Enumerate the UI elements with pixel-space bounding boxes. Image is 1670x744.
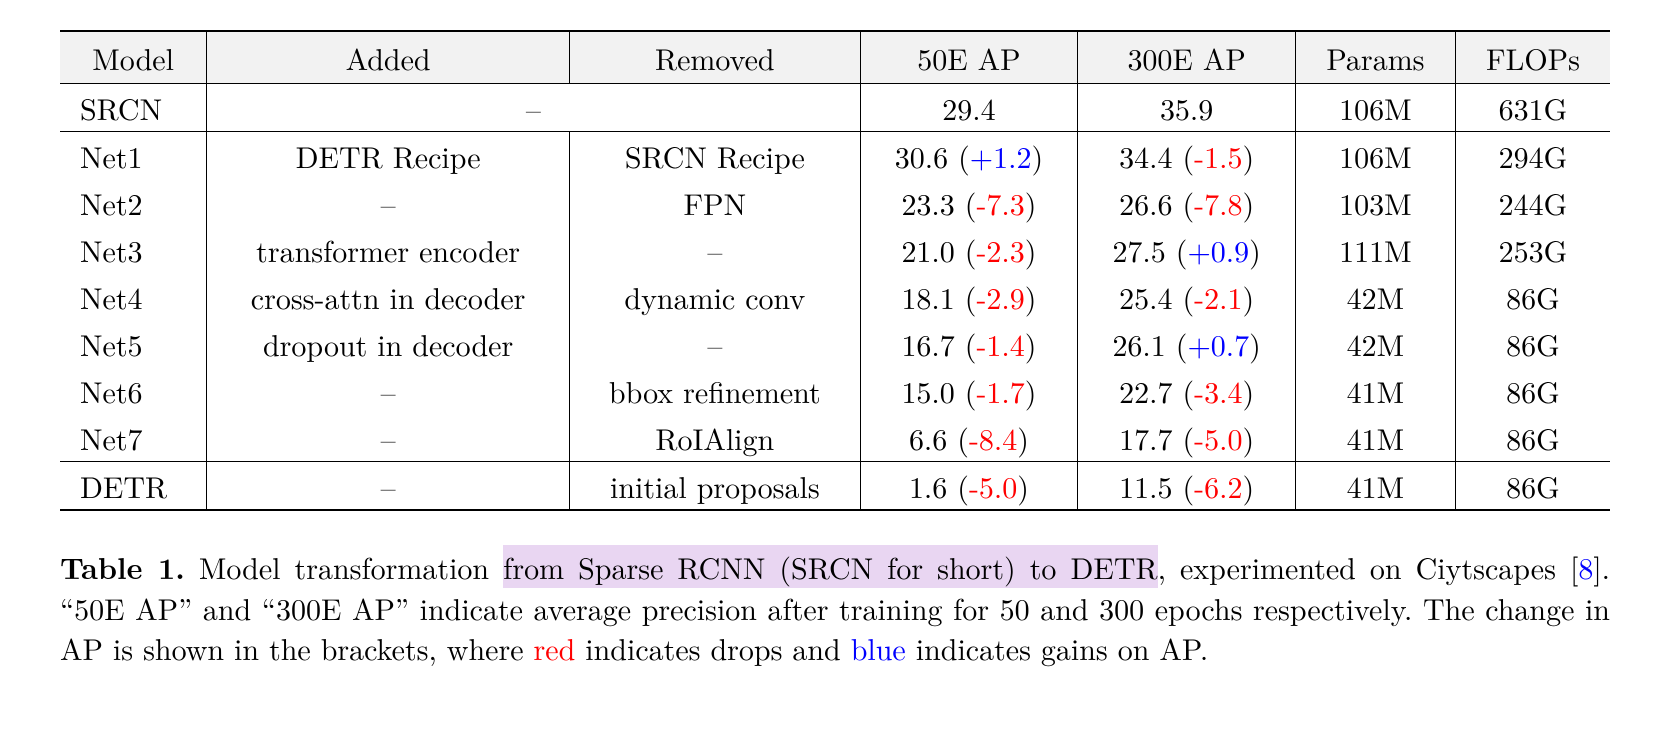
caption-text-tail: indicates gains on AP.	[906, 626, 1208, 669]
col-removed: Removed	[570, 31, 861, 84]
cell-model: Net2	[60, 179, 207, 226]
table-caption: Table 1. Model transformation from Spars…	[60, 547, 1610, 669]
cell-removed: SRCN Recipe	[570, 132, 861, 180]
caption-text-mid: indicates drops and	[575, 626, 850, 669]
cell-50e-ap: 30.6 (+1.2)	[860, 132, 1078, 180]
cell-params: 103M	[1295, 179, 1455, 226]
cell-added: –	[207, 414, 570, 462]
table-row: DETR–initial proposals1.6 (-5.0)11.5 (-6…	[60, 462, 1610, 511]
cell-300e-ap: 26.6 (-7.8)	[1078, 179, 1296, 226]
cell-300e-ap: 25.4 (-2.1)	[1078, 273, 1296, 320]
cell-params: 41M	[1295, 367, 1455, 414]
cell-50e-ap: 16.7 (-1.4)	[860, 320, 1078, 367]
cell-model: SRCN	[60, 84, 207, 132]
cell-model: Net7	[60, 414, 207, 462]
cell-50e-ap: 18.1 (-2.9)	[860, 273, 1078, 320]
cell-removed: –	[570, 320, 861, 367]
cell-removed: dynamic conv	[570, 273, 861, 320]
table-row: Net1DETR RecipeSRCN Recipe30.6 (+1.2)34.…	[60, 132, 1610, 180]
cell-model: Net4	[60, 273, 207, 320]
cell-params: 41M	[1295, 462, 1455, 511]
cell-removed: –	[570, 226, 861, 273]
citation-link[interactable]: 8	[1578, 545, 1593, 588]
col-params: Params	[1295, 31, 1455, 84]
cell-flops: 253G	[1455, 226, 1610, 273]
table-row: Net4cross-attn in decoderdynamic conv18.…	[60, 273, 1610, 320]
cell-300e-ap: 27.5 (+0.9)	[1078, 226, 1296, 273]
cell-50e-ap: 6.6 (-8.4)	[860, 414, 1078, 462]
cell-50e-ap: 21.0 (-2.3)	[860, 226, 1078, 273]
cell-flops: 294G	[1455, 132, 1610, 180]
cell-params: 111M	[1295, 226, 1455, 273]
cell-flops: 86G	[1455, 320, 1610, 367]
cell-removed: RoIAlign	[570, 414, 861, 462]
caption-text-pre: Model transformation	[185, 545, 503, 588]
cell-50e-ap: 1.6 (-5.0)	[860, 462, 1078, 511]
col-300e-ap: 300E AP	[1078, 31, 1296, 84]
cell-added: transformer encoder	[207, 226, 570, 273]
cell-50e-ap: 23.3 (-7.3)	[860, 179, 1078, 226]
cell-300e-ap: 35.9	[1078, 84, 1296, 132]
cell-300e-ap: 26.1 (+0.7)	[1078, 320, 1296, 367]
cell-50e-ap: 15.0 (-1.7)	[860, 367, 1078, 414]
cell-flops: 86G	[1455, 414, 1610, 462]
caption-red-word: red	[534, 626, 576, 669]
table-row: Net7–RoIAlign6.6 (-8.4)17.7 (-5.0)41M86G	[60, 414, 1610, 462]
cell-model: Net1	[60, 132, 207, 180]
cell-params: 42M	[1295, 273, 1455, 320]
table-body: SRCN–29.435.9106M631GNet1DETR RecipeSRCN…	[60, 84, 1610, 511]
table-row: Net3transformer encoder–21.0 (-2.3)27.5 …	[60, 226, 1610, 273]
cell-added-removed: –	[207, 84, 860, 132]
col-added: Added	[207, 31, 570, 84]
caption-label: Table 1.	[60, 545, 185, 588]
col-flops: FLOPs	[1455, 31, 1610, 84]
cell-300e-ap: 34.4 (-1.5)	[1078, 132, 1296, 180]
results-table: Model Added Removed 50E AP 300E AP Param…	[60, 30, 1610, 511]
cell-params: 106M	[1295, 132, 1455, 180]
cell-removed: bbox refinement	[570, 367, 861, 414]
cell-300e-ap: 11.5 (-6.2)	[1078, 462, 1296, 511]
col-50e-ap: 50E AP	[860, 31, 1078, 84]
table-row: Net2–FPN23.3 (-7.3)26.6 (-7.8)103M244G	[60, 179, 1610, 226]
table-row: Net6–bbox refinement15.0 (-1.7)22.7 (-3.…	[60, 367, 1610, 414]
cell-flops: 86G	[1455, 367, 1610, 414]
cell-model: Net3	[60, 226, 207, 273]
cell-added: cross-attn in decoder	[207, 273, 570, 320]
cell-model: Net6	[60, 367, 207, 414]
cell-300e-ap: 17.7 (-5.0)	[1078, 414, 1296, 462]
cell-flops: 86G	[1455, 273, 1610, 320]
cell-params: 41M	[1295, 414, 1455, 462]
cell-added: dropout in decoder	[207, 320, 570, 367]
cell-removed: FPN	[570, 179, 861, 226]
cell-added: –	[207, 367, 570, 414]
caption-blue-word: blue	[851, 626, 906, 669]
cell-flops: 86G	[1455, 462, 1610, 511]
cell-added: –	[207, 179, 570, 226]
cell-added: –	[207, 462, 570, 511]
table-header-row: Model Added Removed 50E AP 300E AP Param…	[60, 31, 1610, 84]
cell-added: DETR Recipe	[207, 132, 570, 180]
table-row: SRCN–29.435.9106M631G	[60, 84, 1610, 132]
col-model: Model	[60, 31, 207, 84]
cell-model: DETR	[60, 462, 207, 511]
cell-removed: initial proposals	[570, 462, 861, 511]
cell-model: Net5	[60, 320, 207, 367]
cell-50e-ap: 29.4	[860, 84, 1078, 132]
table-row: Net5dropout in decoder–16.7 (-1.4)26.1 (…	[60, 320, 1610, 367]
cell-params: 42M	[1295, 320, 1455, 367]
cell-flops: 244G	[1455, 179, 1610, 226]
caption-text-post1: , experimented on Ciytscapes [	[1158, 545, 1579, 588]
cell-params: 106M	[1295, 84, 1455, 132]
cell-flops: 631G	[1455, 84, 1610, 132]
caption-highlight: from Sparse RCNN (SRCN for short) to DET…	[503, 545, 1157, 588]
cell-300e-ap: 22.7 (-3.4)	[1078, 367, 1296, 414]
